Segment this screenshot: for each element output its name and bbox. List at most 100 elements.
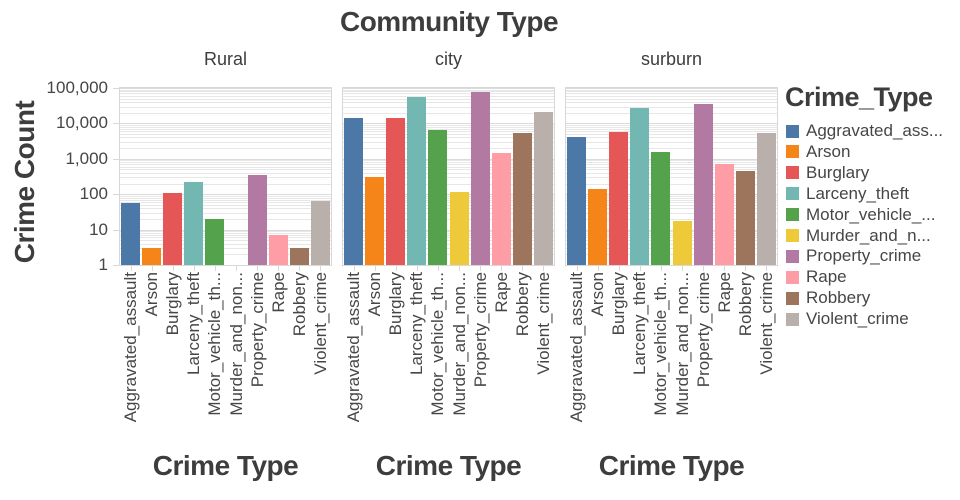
- gridline-minor: [343, 98, 554, 100]
- gridline-minor: [566, 195, 777, 197]
- bar-city-violent-crime: [533, 112, 553, 265]
- x-tick: [480, 266, 482, 271]
- gridline-minor: [120, 160, 331, 162]
- legend-label-arson: Arson: [806, 141, 851, 161]
- y-tick-label: 10: [89, 219, 108, 239]
- legend-label-violent-crime: Violent_crime: [806, 309, 909, 329]
- x-tick: [766, 266, 768, 271]
- gridline-minor: [343, 199, 554, 201]
- bar-surburn-violent-crime: [756, 132, 776, 265]
- gridline-minor: [343, 183, 554, 185]
- bar-surburn-rape: [714, 164, 734, 265]
- gridline-minor: [566, 212, 777, 214]
- gridline-minor: [566, 231, 777, 233]
- x-tick: [437, 266, 439, 271]
- legend-label-rape: Rape: [806, 267, 847, 287]
- gridline-minor: [343, 102, 554, 104]
- bar-city-arson: [365, 177, 385, 265]
- legend-label-murder-and-n: Murder_and_n...: [806, 225, 931, 245]
- facet-panel-city: [342, 87, 555, 266]
- gridline-minor: [566, 248, 777, 250]
- gridline-major: [566, 229, 777, 231]
- gridline-minor: [343, 248, 554, 250]
- gridline-minor: [566, 126, 777, 128]
- gridline-minor: [120, 91, 331, 93]
- x-tick: [278, 266, 280, 271]
- legend-swatch-burglary: [786, 166, 799, 180]
- gridline-major: [566, 123, 777, 125]
- y-tick-label: 10,000: [56, 113, 108, 133]
- x-tick: [151, 266, 153, 271]
- gridline-minor: [120, 112, 331, 114]
- bar-rural-aggravated-assault: [121, 203, 141, 265]
- gridline-minor: [120, 162, 331, 164]
- gridline-minor: [343, 237, 554, 239]
- gridline-major: [120, 158, 331, 160]
- facet-header-city: city: [435, 49, 462, 69]
- y-tick: [113, 88, 119, 89]
- bar-surburn-robbery: [735, 171, 755, 265]
- gridline-major: [343, 229, 554, 231]
- x-tick: [522, 266, 524, 271]
- legend-swatch-property-crime: [786, 249, 799, 263]
- gridline-minor: [120, 218, 331, 220]
- y-tick-label: 100: [79, 184, 108, 204]
- x-tick: [639, 266, 641, 271]
- gridline-minor: [343, 202, 554, 204]
- gridline-minor: [343, 243, 554, 245]
- gridline-minor: [343, 141, 554, 143]
- bar-surburn-larceny-theft: [630, 108, 650, 265]
- gridline-minor: [566, 235, 777, 237]
- legend-swatch-aggravated-ass: [786, 124, 799, 138]
- legend-label-property-crime: Property_crime: [806, 246, 922, 266]
- gridline-minor: [566, 197, 777, 199]
- gridline-minor: [120, 166, 331, 168]
- gridline-minor: [343, 131, 554, 133]
- gridline-minor: [120, 177, 331, 179]
- legend-label-motor-vehicle: Motor_vehicle_...: [806, 204, 936, 224]
- gridline-minor: [343, 162, 554, 164]
- gridline-minor: [120, 231, 331, 233]
- gridline-minor: [120, 89, 331, 91]
- gridline-minor: [343, 177, 554, 179]
- gridline-minor: [120, 134, 331, 136]
- gridline-minor: [566, 141, 777, 143]
- gridline-minor: [566, 137, 777, 139]
- x-tick: [353, 266, 355, 271]
- legend-swatch-murder-and-n: [786, 229, 799, 242]
- x-tick: [416, 266, 418, 271]
- gridline-minor: [343, 95, 554, 97]
- gridline-minor: [343, 137, 554, 139]
- gridline-major: [566, 88, 777, 89]
- y-tick: [113, 265, 119, 266]
- facet-panel-rural: [119, 87, 332, 266]
- gridline-minor: [566, 131, 777, 133]
- gridline-minor: [343, 128, 554, 130]
- gridline-minor: [343, 212, 554, 214]
- facet-header-rural: Rural: [203, 49, 247, 69]
- gridline-minor: [566, 254, 777, 256]
- bar-surburn-motor-vehicle-th: [651, 151, 671, 265]
- x-tick: [299, 266, 301, 271]
- gridline-minor: [120, 199, 331, 201]
- gridline-minor: [120, 164, 331, 166]
- gridline-minor: [120, 212, 331, 214]
- gridline-minor: [343, 126, 554, 128]
- x-tick: [193, 266, 195, 271]
- gridline-minor: [343, 197, 554, 199]
- gridline-minor: [566, 218, 777, 220]
- gridline-major: [343, 123, 554, 125]
- gridline-minor: [120, 235, 331, 237]
- x-tick: [236, 266, 238, 271]
- x-tick: [703, 266, 705, 271]
- y-tick: [113, 123, 119, 125]
- gridline-minor: [343, 195, 554, 197]
- legend-swatch-violent-crime: [786, 312, 799, 326]
- gridline-minor: [343, 148, 554, 150]
- gridline-major: [120, 194, 331, 196]
- gridline-minor: [566, 162, 777, 164]
- gridline-minor: [343, 235, 554, 237]
